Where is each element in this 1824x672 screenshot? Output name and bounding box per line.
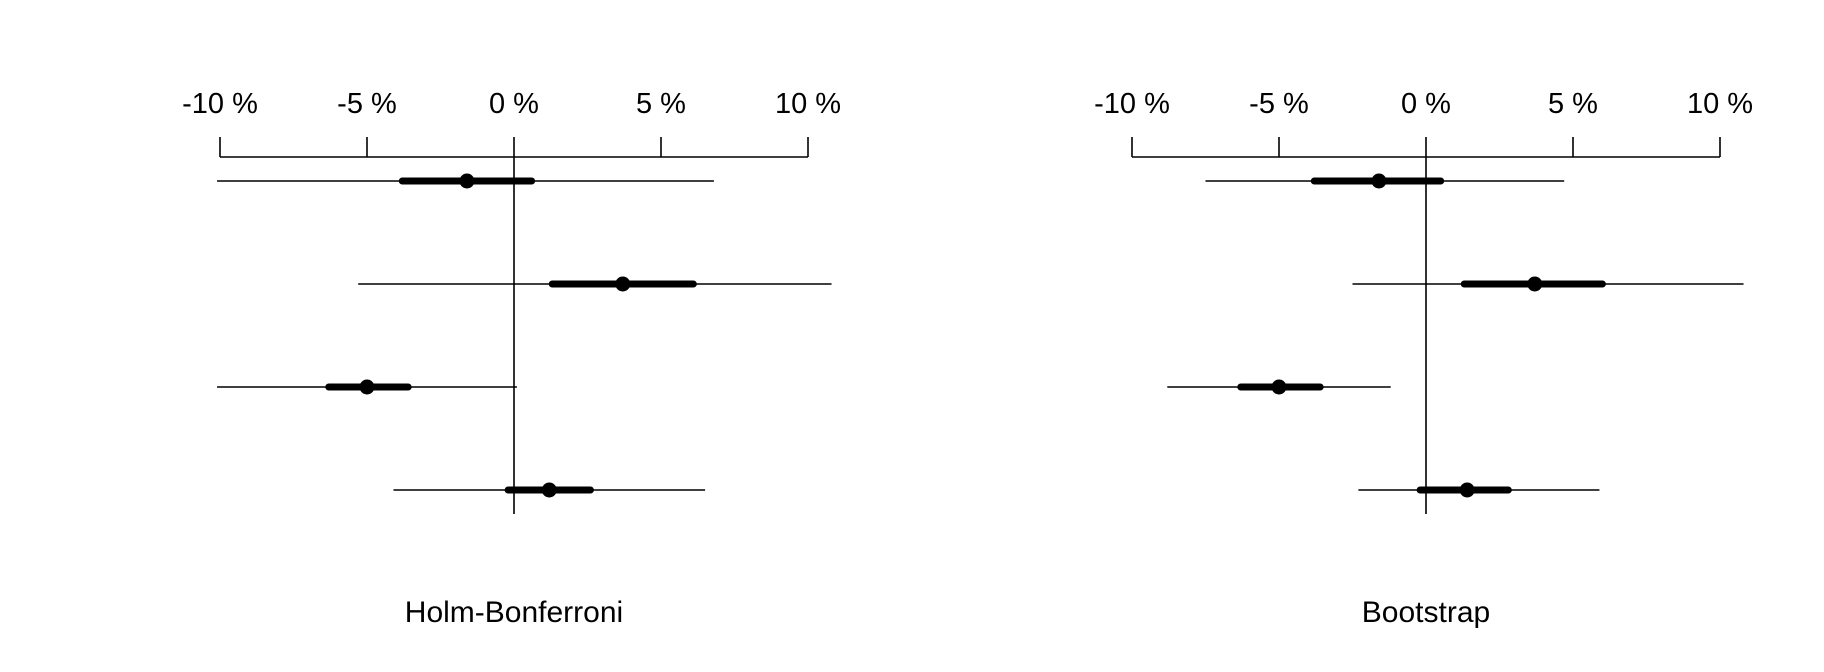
point-estimate: [1371, 173, 1387, 189]
x-tick-label: -10 %: [1094, 88, 1170, 120]
x-tick-label: 5 %: [636, 88, 686, 120]
x-tick-label: -10 %: [182, 88, 258, 120]
x-tick-label: 10 %: [775, 88, 841, 120]
x-tick-label: -5 %: [1249, 88, 1309, 120]
point-estimate: [541, 482, 557, 498]
x-tick-label: 0 %: [1401, 88, 1451, 120]
point-estimate: [1459, 482, 1475, 498]
panel-bootstrap: -10 % -5 % 0 % 5 % 10 % Bootstrap: [1094, 88, 1753, 629]
x-tick-label: -5 %: [337, 88, 397, 120]
panel-title: Holm-Bonferroni: [405, 596, 623, 629]
point-estimate: [359, 379, 375, 395]
panel-title: Bootstrap: [1362, 596, 1490, 629]
point-estimate: [1527, 276, 1543, 292]
x-tick-label: 5 %: [1548, 88, 1598, 120]
point-estimate: [1271, 379, 1287, 395]
x-tick-label: 10 %: [1687, 88, 1753, 120]
point-estimate: [615, 276, 631, 292]
point-estimate: [459, 173, 475, 189]
panel-holm-bonferroni: -10 % -5 % 0 % 5 % 10 % Holm-Bonferroni: [182, 88, 841, 629]
x-tick-label: 0 %: [489, 88, 539, 120]
